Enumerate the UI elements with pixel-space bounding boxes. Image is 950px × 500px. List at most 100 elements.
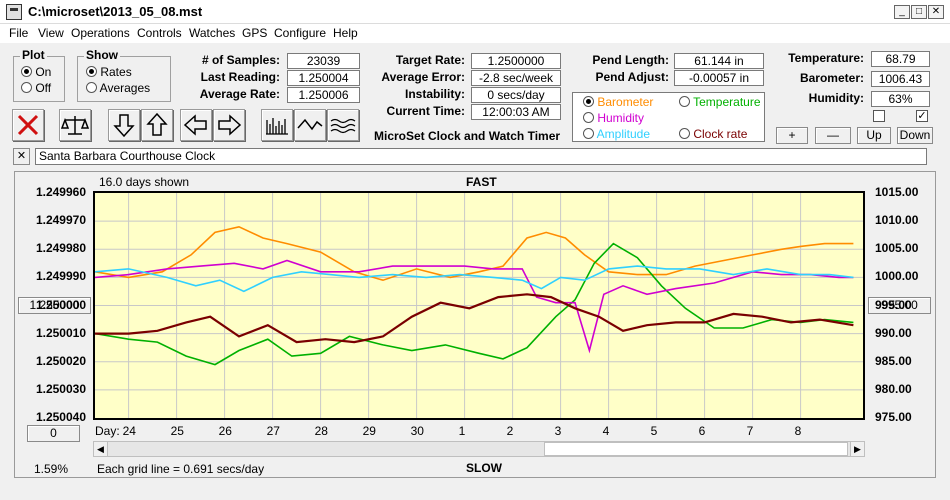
scroll-down-button[interactable]: Down: [897, 127, 933, 144]
smooth-view-button[interactable]: [327, 109, 359, 141]
clock-name-field[interactable]: Santa Barbara Courthouse Clock: [35, 148, 927, 165]
title-bar: C:\microset\2013_05_08.mst _ □ ✕: [0, 0, 950, 24]
bars-view-button[interactable]: [261, 109, 293, 141]
offset-button[interactable]: 0: [27, 425, 80, 442]
arrow-up-icon: [146, 112, 168, 136]
zoom-out-button[interactable]: —: [815, 127, 851, 144]
series-amplitude-label: Amplitude: [596, 127, 651, 141]
balance-button[interactable]: [59, 109, 91, 141]
squiggle-icon: [330, 118, 356, 134]
menu-watches[interactable]: Watches: [189, 26, 236, 40]
plot-off-radio[interactable]: Off: [21, 81, 51, 95]
arrow-left-button[interactable]: [180, 109, 212, 141]
series-barometer-radio[interactable]: Barometer: [583, 95, 653, 109]
plot-on-radio[interactable]: On: [21, 65, 51, 79]
menu-operations[interactable]: Operations: [71, 26, 130, 40]
center-rate-button[interactable]: 1.250000: [18, 297, 91, 314]
show-rates-label: Rates: [100, 65, 132, 79]
series-barometer-label: Barometer: [597, 95, 654, 109]
radio-icon: [86, 66, 97, 77]
scroll-thumb[interactable]: [544, 442, 848, 456]
pend-adjust-label: Pend Adjust:: [595, 70, 669, 84]
series-temperature-radio[interactable]: Temperature: [679, 95, 761, 109]
x-tick-label: 8: [794, 424, 802, 438]
arrow-up-button[interactable]: [141, 109, 173, 141]
average-error-label: Average Error:: [381, 70, 465, 84]
day-prefix: Day:: [95, 424, 120, 438]
instability-field: 0 secs/day: [471, 87, 561, 103]
x-tick-label: 29: [362, 424, 376, 438]
humidity-label: Humidity:: [808, 91, 864, 105]
x-tick-label: 2: [506, 424, 514, 438]
series-clockrate-radio[interactable]: Clock rate: [679, 127, 747, 141]
days-shown-label: 16.0 days shown: [99, 175, 190, 189]
series-line-amplitude: [94, 265, 854, 293]
menu-file[interactable]: File: [9, 26, 29, 40]
left-tick-label: 1.249970: [35, 213, 86, 228]
humidity-field: 63%: [871, 91, 930, 107]
series-humidity-radio[interactable]: Humidity: [583, 111, 644, 125]
scroll-left-icon[interactable]: ◀: [94, 442, 108, 456]
window-title: C:\microset\2013_05_08.mst: [28, 4, 203, 19]
plot-group-title: Plot: [20, 48, 47, 62]
left-tick-label: 1.250030: [35, 381, 86, 396]
show-averages-label: Averages: [99, 81, 151, 95]
center-barometer-button[interactable]: 995.00: [868, 297, 931, 314]
series-temperature-label: Temperature: [693, 95, 761, 109]
show-group-title: Show: [84, 48, 120, 62]
chart-svg: [94, 193, 863, 418]
right-tick-label: 1010.00: [875, 213, 919, 228]
radio-icon: [679, 128, 690, 139]
pend-length-field[interactable]: 61.144 in: [674, 53, 764, 69]
chart-scrollbar[interactable]: ◀ ▶: [93, 441, 865, 457]
arrow-right-button[interactable]: [213, 109, 245, 141]
arrow-right-icon: [218, 114, 242, 136]
barometer-field: 1006.43: [871, 71, 930, 87]
radio-icon: [86, 82, 97, 93]
bars-icon: [266, 118, 288, 135]
close-icon[interactable]: ✕: [928, 5, 944, 19]
series-amplitude-radio[interactable]: Amplitude: [583, 127, 650, 141]
menu-configure[interactable]: Configure: [274, 26, 327, 40]
right-tick-label: 1015.00: [875, 185, 919, 199]
plot-on-label: On: [35, 65, 52, 79]
minimize-icon[interactable]: _: [894, 5, 910, 19]
target-rate-label: Target Rate:: [395, 53, 465, 67]
series-line-temperature: [94, 242, 854, 366]
average-rate-label: Average Rate:: [199, 87, 280, 101]
right-tick-label: 975.00: [875, 410, 912, 424]
show-averages-radio[interactable]: Averages: [86, 81, 150, 95]
scroll-up-button[interactable]: Up: [857, 127, 891, 144]
right-tick-label: 1000.00: [875, 269, 919, 284]
clear-clock-button[interactable]: ✕: [13, 148, 30, 165]
arrow-left-icon: [183, 114, 207, 136]
x-tick-label: 7: [746, 424, 754, 438]
left-tick-label: 1.249990: [35, 269, 86, 284]
fast-label: FAST: [466, 175, 497, 189]
checkbox-unchecked[interactable]: [873, 110, 885, 122]
x-tick-label: 30: [410, 424, 424, 438]
show-group: [77, 56, 171, 102]
arrow-down-button[interactable]: [108, 109, 140, 141]
menu-gps[interactable]: GPS: [242, 26, 268, 40]
checkbox-checked[interactable]: ✓: [916, 110, 928, 122]
menu-help[interactable]: Help: [333, 26, 358, 40]
stop-button[interactable]: [12, 109, 44, 141]
grid-note: Each grid line = 0.691 secs/day: [97, 462, 265, 476]
left-tick-label: 1.250040: [35, 410, 86, 424]
x-tick-label: 24: [122, 424, 136, 438]
average-rate-field: 1.250006: [287, 87, 360, 103]
scroll-right-icon[interactable]: ▶: [850, 442, 864, 456]
maximize-icon[interactable]: □: [911, 5, 927, 19]
menu-controls[interactable]: Controls: [137, 26, 182, 40]
x-tick-label: 27: [266, 424, 280, 438]
series-clockrate-label: Clock rate: [693, 127, 748, 141]
line-view-button[interactable]: [294, 109, 326, 141]
zoom-in-button[interactable]: +: [776, 127, 808, 144]
show-rates-radio[interactable]: Rates: [86, 65, 132, 79]
menu-view[interactable]: View: [38, 26, 64, 40]
pend-adjust-field: -0.00057 in: [674, 70, 764, 86]
target-rate-field[interactable]: 1.2500000: [471, 53, 561, 69]
wave-icon: [297, 118, 323, 131]
plot-area: [93, 191, 865, 420]
